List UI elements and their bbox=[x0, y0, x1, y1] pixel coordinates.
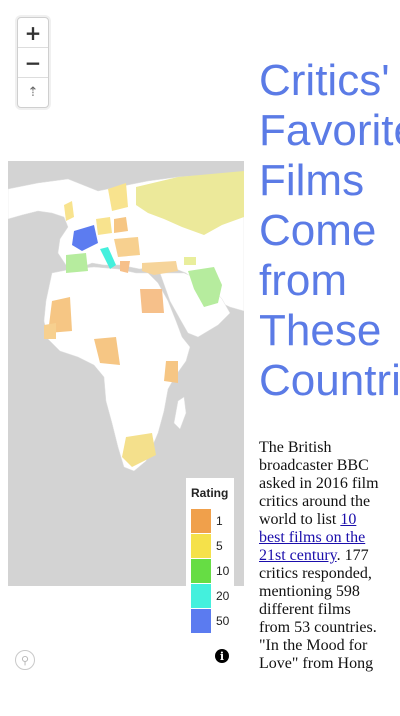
zoom-control: + − ⇡ bbox=[17, 17, 49, 108]
country-mali-senegal bbox=[44, 323, 56, 339]
legend-item: 50 bbox=[191, 608, 229, 633]
title-line: Favorite bbox=[259, 106, 400, 156]
compass-reset-button[interactable]: ⇡ bbox=[18, 78, 48, 107]
country-spain bbox=[66, 253, 88, 273]
legend-item: 10 bbox=[191, 558, 229, 583]
legend-label: 5 bbox=[216, 539, 223, 553]
legend-swatch bbox=[191, 584, 211, 608]
country-south-africa bbox=[122, 433, 156, 467]
legend-label: 50 bbox=[216, 614, 229, 628]
attribution-info-icon[interactable]: i bbox=[215, 649, 229, 663]
country-poland bbox=[114, 217, 128, 233]
zoom-out-button[interactable]: − bbox=[18, 48, 48, 78]
legend-swatch bbox=[191, 609, 211, 633]
body-text-intro: The British broadcaster BBC asked in 201… bbox=[259, 439, 379, 528]
legend-swatch bbox=[191, 559, 211, 583]
article-body: The British broadcaster BBC asked in 201… bbox=[259, 439, 381, 673]
page-title: Critics' Favorite Films Come from These … bbox=[259, 56, 400, 406]
title-line: Critics' bbox=[259, 56, 400, 106]
country-kenya bbox=[164, 361, 178, 383]
title-line: Come bbox=[259, 206, 400, 256]
land-madagascar bbox=[174, 397, 186, 429]
legend-title: Rating bbox=[191, 486, 228, 500]
body-text-continuation: . 177 critics responded, mentioning 598 … bbox=[259, 547, 377, 672]
title-line: These bbox=[259, 306, 400, 356]
title-line: from bbox=[259, 256, 400, 306]
legend-item: 20 bbox=[191, 583, 229, 608]
legend-swatch bbox=[191, 509, 211, 533]
legend-item: 1 bbox=[191, 508, 223, 533]
map-logo-icon[interactable]: ⚲ bbox=[15, 650, 35, 670]
country-georgia bbox=[184, 257, 196, 265]
map-legend: Rating 1 5 10 20 50 bbox=[186, 478, 234, 634]
title-line: Countries bbox=[259, 356, 400, 406]
country-egypt bbox=[140, 289, 164, 313]
legend-label: 1 bbox=[216, 514, 223, 528]
zoom-in-button[interactable]: + bbox=[18, 18, 48, 48]
legend-swatch bbox=[191, 534, 211, 558]
country-balkans bbox=[114, 237, 140, 257]
article-panel: Critics' Favorite Films Come from These … bbox=[259, 0, 400, 716]
legend-item: 5 bbox=[191, 533, 223, 558]
legend-label: 10 bbox=[216, 564, 229, 578]
title-line: Films bbox=[259, 156, 400, 206]
country-germany bbox=[96, 217, 112, 235]
legend-label: 20 bbox=[216, 589, 229, 603]
